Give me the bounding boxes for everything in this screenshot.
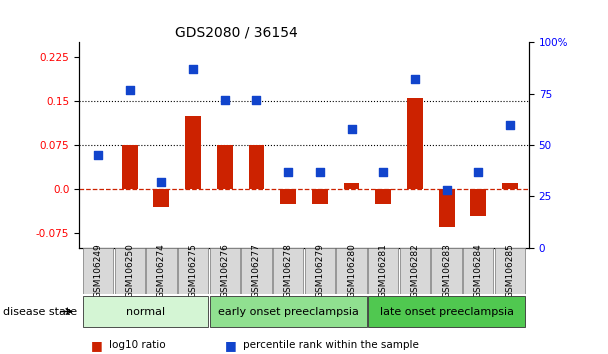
Bar bbox=[495, 248, 525, 294]
Point bbox=[378, 169, 388, 175]
Bar bbox=[280, 189, 296, 204]
Point bbox=[220, 97, 230, 103]
Text: ■: ■ bbox=[225, 339, 237, 352]
Text: GSM106277: GSM106277 bbox=[252, 243, 261, 298]
Point bbox=[315, 169, 325, 175]
Bar bbox=[368, 296, 525, 327]
Point bbox=[93, 153, 103, 158]
Text: ■: ■ bbox=[91, 339, 103, 352]
Bar bbox=[217, 145, 233, 189]
Bar bbox=[375, 189, 391, 204]
Text: percentile rank within the sample: percentile rank within the sample bbox=[243, 340, 419, 350]
Bar bbox=[312, 189, 328, 204]
Point bbox=[347, 126, 356, 132]
Point bbox=[474, 169, 483, 175]
Bar bbox=[368, 248, 398, 294]
Text: GSM106280: GSM106280 bbox=[347, 243, 356, 298]
Bar bbox=[249, 145, 264, 189]
Point bbox=[156, 179, 166, 185]
Bar bbox=[146, 248, 177, 294]
Bar bbox=[407, 98, 423, 189]
Bar bbox=[83, 296, 209, 327]
Bar bbox=[210, 296, 367, 327]
Bar bbox=[344, 183, 359, 189]
Bar bbox=[241, 248, 272, 294]
Bar bbox=[431, 248, 462, 294]
Text: early onset preeclampsia: early onset preeclampsia bbox=[218, 307, 359, 316]
Text: GSM106275: GSM106275 bbox=[188, 243, 198, 298]
Text: GSM106283: GSM106283 bbox=[442, 243, 451, 298]
Bar bbox=[185, 116, 201, 189]
Bar bbox=[336, 248, 367, 294]
Point bbox=[125, 87, 134, 92]
Bar bbox=[502, 183, 518, 189]
Text: GSM106281: GSM106281 bbox=[379, 243, 388, 298]
Bar bbox=[471, 189, 486, 216]
Text: GSM106279: GSM106279 bbox=[316, 243, 324, 298]
Bar bbox=[83, 248, 113, 294]
Point bbox=[252, 97, 261, 103]
Bar bbox=[463, 248, 494, 294]
Text: GSM106284: GSM106284 bbox=[474, 244, 483, 298]
Bar bbox=[399, 248, 430, 294]
Text: normal: normal bbox=[126, 307, 165, 316]
Bar bbox=[438, 189, 455, 227]
Bar bbox=[178, 248, 209, 294]
Text: log10 ratio: log10 ratio bbox=[109, 340, 166, 350]
Point bbox=[410, 76, 420, 82]
Point bbox=[505, 122, 515, 127]
Text: GSM106250: GSM106250 bbox=[125, 243, 134, 298]
Bar bbox=[305, 248, 335, 294]
Text: GSM106276: GSM106276 bbox=[220, 243, 229, 298]
Text: late onset preeclampsia: late onset preeclampsia bbox=[379, 307, 514, 316]
Text: GSM106249: GSM106249 bbox=[94, 244, 103, 298]
Text: GSM106274: GSM106274 bbox=[157, 244, 166, 298]
Text: GSM106285: GSM106285 bbox=[505, 243, 514, 298]
Bar bbox=[122, 145, 137, 189]
Point bbox=[442, 188, 452, 193]
Bar bbox=[210, 248, 240, 294]
Text: GSM106282: GSM106282 bbox=[410, 244, 420, 298]
Text: disease state: disease state bbox=[3, 307, 77, 316]
Bar bbox=[153, 189, 170, 207]
Bar bbox=[114, 248, 145, 294]
Title: GDS2080 / 36154: GDS2080 / 36154 bbox=[175, 26, 298, 40]
Bar bbox=[273, 248, 303, 294]
Text: GSM106278: GSM106278 bbox=[284, 243, 292, 298]
Point bbox=[283, 169, 293, 175]
Point bbox=[188, 66, 198, 72]
